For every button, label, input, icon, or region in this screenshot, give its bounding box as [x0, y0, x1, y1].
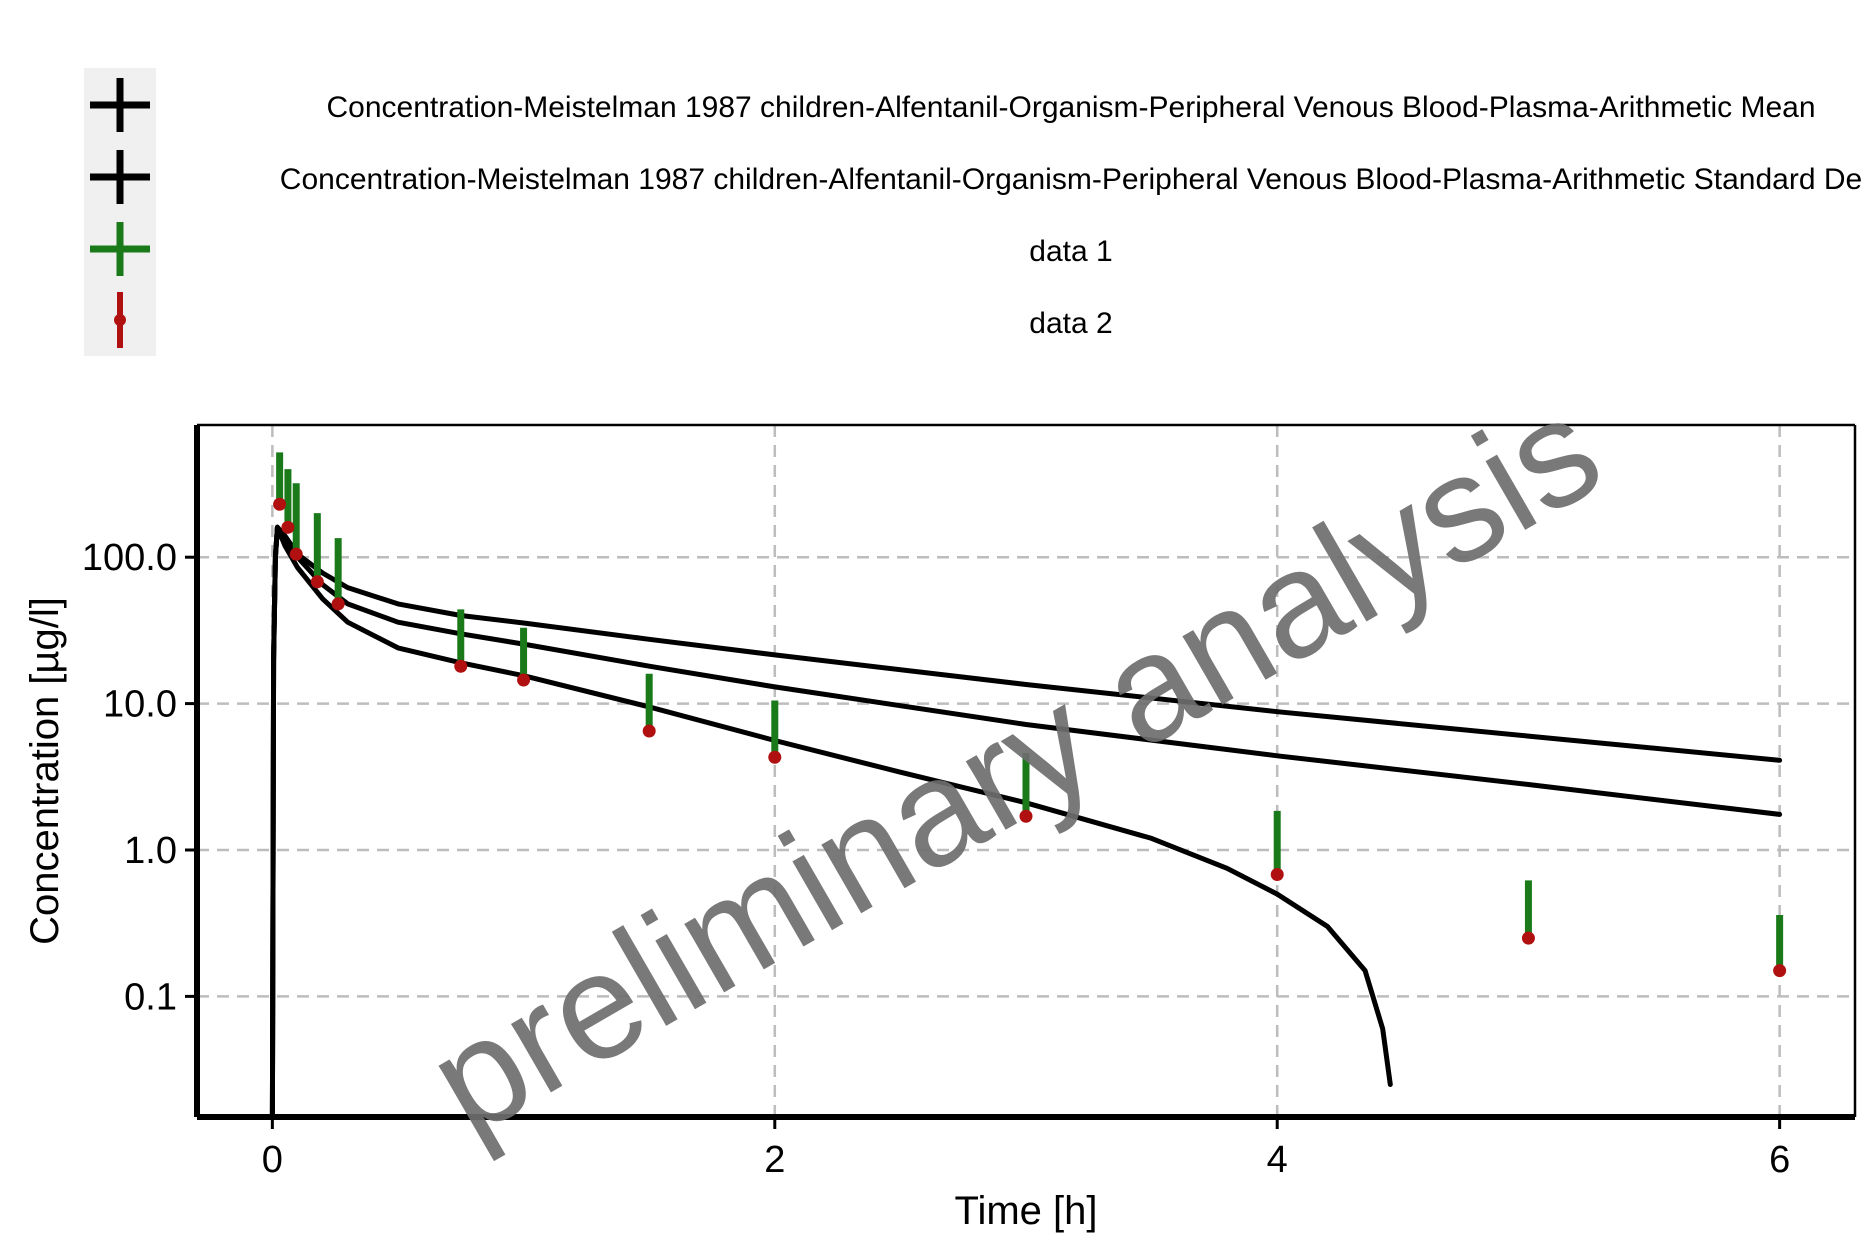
watermark-text: preliminary analysis	[402, 363, 1627, 1167]
legend-marker-mean-icon	[90, 78, 150, 132]
y-axis-ticks: 0.1 1.0 10.0 100.0	[82, 537, 197, 1018]
data-point-7	[642, 724, 656, 738]
legend-label-data1: data 1	[1029, 235, 1112, 268]
simulation-curve-2	[269, 524, 1393, 1120]
legend: Concentration-Meistelman 1987 children-A…	[84, 68, 1862, 356]
legend-marker-std-icon	[90, 150, 150, 204]
x-tick-label-3: 6	[1769, 1139, 1790, 1181]
axes-frame	[194, 423, 1857, 1120]
x-tick-label-1: 2	[764, 1139, 785, 1181]
legend-marker-data2-icon	[114, 292, 126, 348]
error-bars	[276, 452, 1784, 971]
y-tick-label-1: 1.0	[124, 830, 177, 872]
data-point-5	[454, 659, 468, 673]
legend-entry-std: Concentration-Meistelman 1987 children-A…	[90, 150, 1862, 204]
data-point-4	[331, 597, 345, 611]
data-point-12	[1773, 964, 1787, 978]
y-tick-label-0: 0.1	[124, 976, 177, 1018]
legend-marker-data1-icon	[90, 222, 150, 276]
legend-label-data2: data 2	[1029, 307, 1112, 340]
x-tick-label-0: 0	[262, 1139, 283, 1181]
data-point-9	[1019, 809, 1033, 823]
legend-entry-data1: data 1	[90, 222, 1113, 276]
legend-label-std: Concentration-Meistelman 1987 children-A…	[280, 163, 1862, 196]
y-axis-title: Concentration [µg/l]	[23, 597, 67, 945]
y-tick-label-2: 10.0	[103, 684, 177, 726]
data-point-8	[768, 750, 782, 764]
data-point-0	[273, 497, 287, 511]
legend-entry-mean: Concentration-Meistelman 1987 children-A…	[90, 78, 1816, 132]
data-point-11	[1521, 931, 1535, 945]
data-point-10	[1270, 868, 1284, 882]
data-point-6	[517, 673, 531, 687]
data-points	[273, 497, 1787, 978]
x-axis-title: Time [h]	[955, 1189, 1098, 1233]
legend-entry-data2: data 2	[114, 292, 1113, 348]
legend-label-mean: Concentration-Meistelman 1987 children-A…	[326, 91, 1815, 124]
x-axis-ticks: 0 2 4 6	[262, 1117, 1790, 1181]
y-tick-label-3: 100.0	[82, 537, 177, 579]
data-point-2	[289, 547, 303, 561]
x-tick-label-2: 4	[1267, 1139, 1288, 1181]
simulation-curves	[269, 524, 1783, 1120]
data-point-1	[281, 520, 295, 534]
data-point-3	[310, 575, 324, 589]
